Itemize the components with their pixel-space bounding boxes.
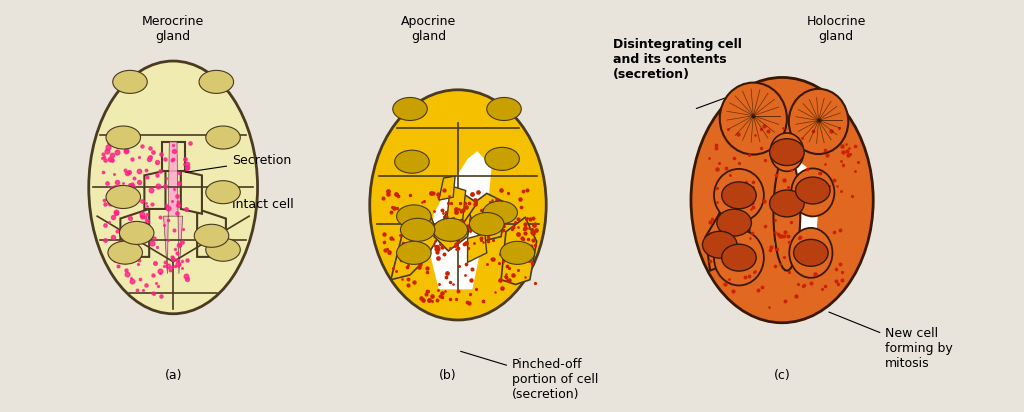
Polygon shape [162,142,184,171]
Ellipse shape [719,180,750,275]
Polygon shape [446,186,466,224]
Ellipse shape [770,133,804,171]
Ellipse shape [113,70,147,94]
Ellipse shape [722,244,756,271]
Ellipse shape [717,209,752,236]
Text: Apocrine
gland: Apocrine gland [400,15,456,42]
Polygon shape [391,213,439,280]
Text: Merocrine
gland: Merocrine gland [142,15,204,42]
Ellipse shape [396,205,431,228]
Ellipse shape [195,224,228,247]
Ellipse shape [199,70,233,94]
Ellipse shape [469,213,504,236]
Polygon shape [121,209,150,257]
Ellipse shape [794,239,828,266]
Text: New cell
forming by
mitosis: New cell forming by mitosis [828,312,953,370]
Ellipse shape [394,150,429,173]
Text: Disintegrating cell
and its contents
(secretion): Disintegrating cell and its contents (se… [613,38,742,81]
Ellipse shape [370,90,546,320]
Ellipse shape [206,126,241,149]
Text: Holocrine
gland: Holocrine gland [807,15,866,42]
Text: Intact cell: Intact cell [210,198,294,211]
Ellipse shape [108,241,142,264]
Ellipse shape [702,231,737,258]
Polygon shape [181,171,202,214]
Ellipse shape [484,147,519,170]
Ellipse shape [792,169,835,216]
Polygon shape [468,234,486,262]
Ellipse shape [722,182,756,209]
Polygon shape [443,193,477,224]
Ellipse shape [400,218,435,241]
Ellipse shape [790,228,833,278]
Ellipse shape [796,177,830,204]
Text: Pinched-off
portion of cell
(secretion): Pinched-off portion of cell (secretion) [461,351,598,401]
Ellipse shape [770,190,804,217]
Ellipse shape [106,126,140,149]
Text: (c): (c) [774,369,791,382]
Ellipse shape [120,221,154,244]
Ellipse shape [720,82,786,154]
Polygon shape [439,176,455,200]
Ellipse shape [206,181,241,204]
Text: (a): (a) [165,369,182,382]
Polygon shape [468,193,506,241]
Ellipse shape [788,89,848,154]
Ellipse shape [206,238,241,261]
Text: Secretion: Secretion [185,154,292,172]
Polygon shape [144,171,166,209]
Ellipse shape [714,169,764,222]
Ellipse shape [483,201,517,224]
Ellipse shape [433,218,468,241]
Ellipse shape [393,98,427,120]
Ellipse shape [770,139,804,166]
Polygon shape [501,218,537,285]
Polygon shape [439,171,477,236]
Polygon shape [198,209,226,257]
Ellipse shape [691,77,873,323]
Text: (b): (b) [439,369,457,382]
Ellipse shape [773,155,801,271]
Ellipse shape [106,185,140,208]
Polygon shape [434,203,472,251]
Ellipse shape [500,241,535,265]
Polygon shape [706,213,739,271]
Polygon shape [429,151,492,289]
Polygon shape [164,142,182,274]
Ellipse shape [89,61,258,314]
Ellipse shape [714,230,764,286]
Ellipse shape [486,98,521,120]
Polygon shape [772,163,820,245]
Ellipse shape [396,241,431,265]
